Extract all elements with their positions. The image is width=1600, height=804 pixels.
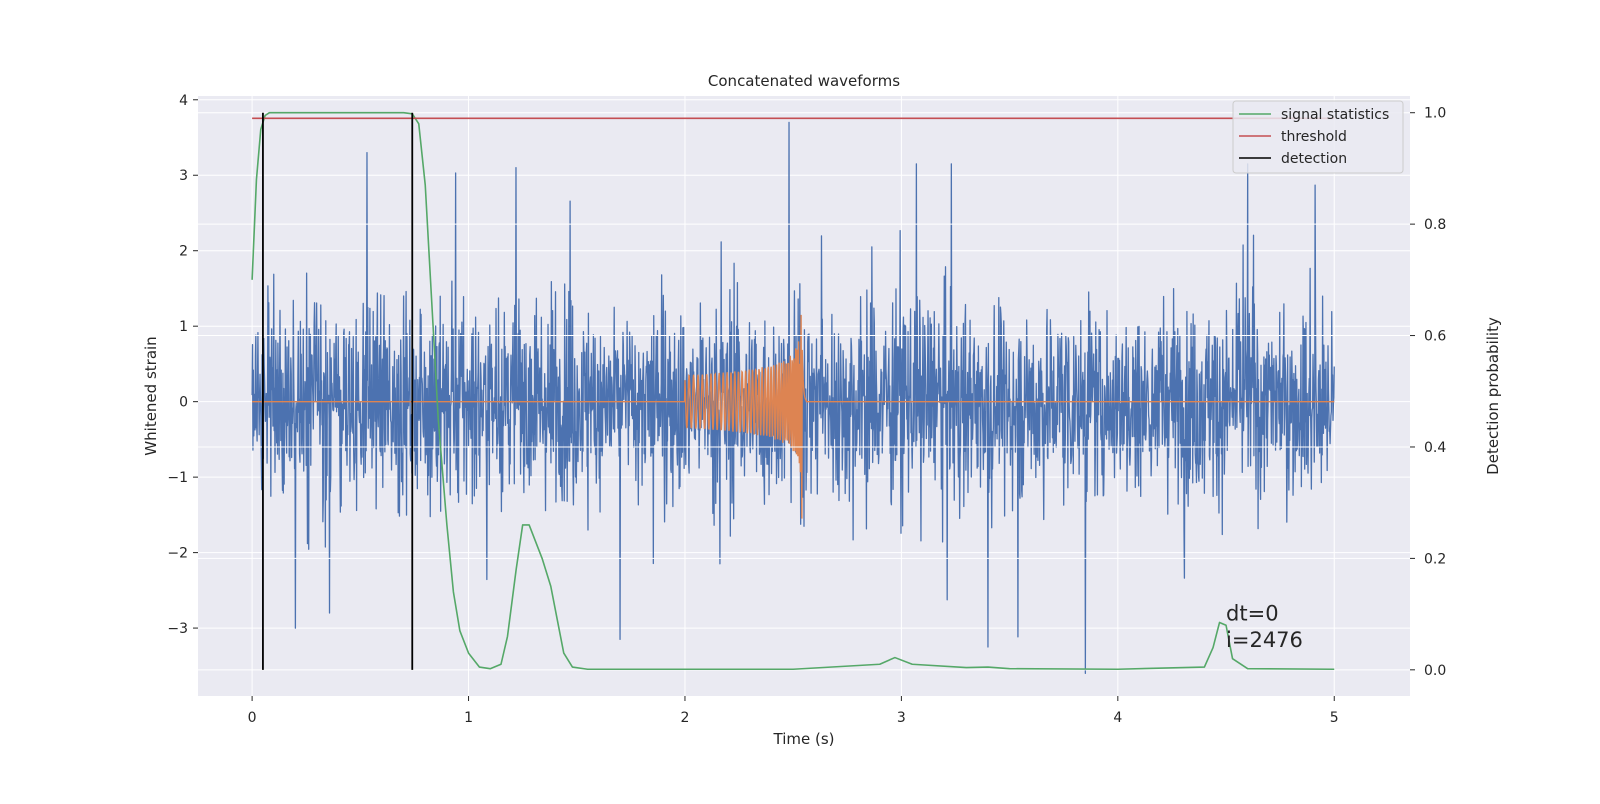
legend-item-detection: detection [1239,151,1347,167]
legend-box [1232,100,1404,174]
y-left-tick-label: −1 [167,470,188,486]
legend-item-signal-statistics: signal statistics [1239,107,1389,123]
chirp-series-line [252,314,1335,519]
detection-layer [262,112,414,670]
legend-item-threshold: threshold [1239,129,1347,145]
y-right-tick-label: 0.6 [1424,329,1446,345]
x-tick-label: 3 [897,710,906,726]
ticks-layer: 0 1 2 3 4 5 −3 −2 −1 0 1 2 3 4 0.0 0.2 0.4 0.6 0.8 1.0 [167,93,1446,726]
y-right-tick-label: 0.0 [1424,663,1446,679]
x-tick-label: 0 [248,710,257,726]
y-left-tick-label: 0 [179,395,188,411]
y-axis-left-label: Whitened strain [142,336,160,455]
y-left-tick-label: −2 [167,546,188,562]
grid-layer [198,96,1410,696]
y-left-tick-label: 3 [179,168,188,184]
y-right-tick-label: 0.2 [1424,551,1446,567]
chirp-series-layer [252,314,1335,519]
legend: signal statistics threshold detection [1232,100,1404,174]
chart-title: Concatenated waveforms [708,72,900,90]
x-tick-label: 2 [681,710,690,726]
annotation-dt: dt=0 [1226,602,1279,626]
y-left-tick-label: −3 [167,621,188,637]
y-axis-right-label: Detection probability [1484,317,1502,475]
y-left-tick-label: 1 [179,319,188,335]
signal-statistics-line [251,111,1335,671]
legend-label-threshold: threshold [1281,129,1347,145]
x-axis-label: Time (s) [773,730,835,748]
legend-label-detection: detection [1281,151,1347,167]
x-tick-label: 1 [464,710,473,726]
y-right-tick-label: 1.0 [1424,106,1446,122]
y-left-tick-label: 4 [179,93,188,109]
x-tick-label: 5 [1330,710,1339,726]
y-right-tick-label: 0.4 [1424,440,1446,456]
y-right-tick-label: 0.8 [1424,217,1446,233]
legend-label-signal-statistics: signal statistics [1281,107,1389,123]
x-tick-label: 4 [1113,710,1122,726]
annotation-layer: dt=0 i=2476 [1226,602,1303,652]
annotation-index: i=2476 [1226,628,1303,652]
y-left-tick-label: 2 [179,244,188,260]
signal-statistics-layer [251,111,1335,671]
